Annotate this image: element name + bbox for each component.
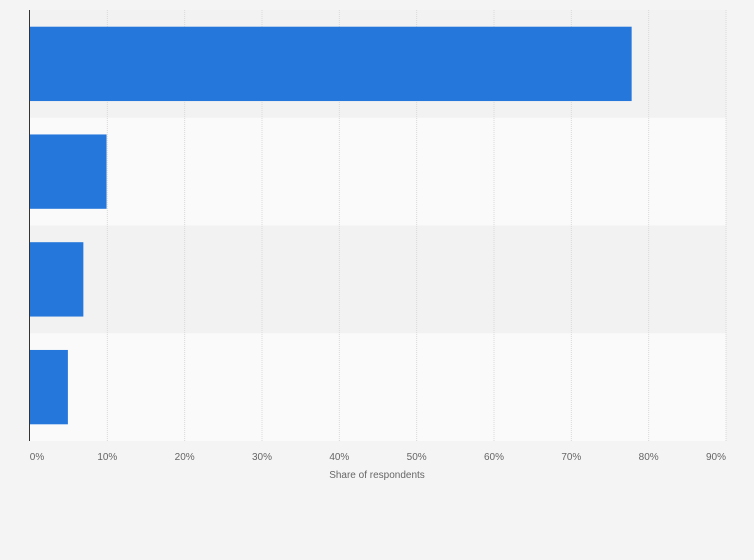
row-band — [30, 333, 726, 441]
bar[interactable] — [30, 349, 68, 425]
x-tick-label: 0% — [30, 452, 45, 463]
row-band — [30, 117, 726, 226]
x-tick-label: 10% — [97, 452, 117, 463]
bar[interactable] — [30, 26, 632, 102]
x-tick-label: 40% — [329, 452, 349, 463]
x-tick-label: 20% — [175, 452, 195, 463]
x-tick-label: 90% — [706, 452, 726, 463]
bar[interactable] — [30, 134, 107, 209]
row-band — [30, 225, 726, 334]
x-axis-ticks: 0% 10% 20% 30% 40% 50% 60% 70% 80% 90% — [30, 452, 726, 463]
x-tick-label: 60% — [484, 452, 504, 463]
x-axis-title: Share of respondents — [329, 470, 425, 481]
x-tick-label: 30% — [252, 452, 272, 463]
x-tick-label: 50% — [407, 452, 427, 463]
x-tick-label: 80% — [639, 452, 659, 463]
bar[interactable] — [30, 242, 84, 317]
bars — [30, 26, 632, 425]
x-tick-label: 70% — [561, 452, 581, 463]
